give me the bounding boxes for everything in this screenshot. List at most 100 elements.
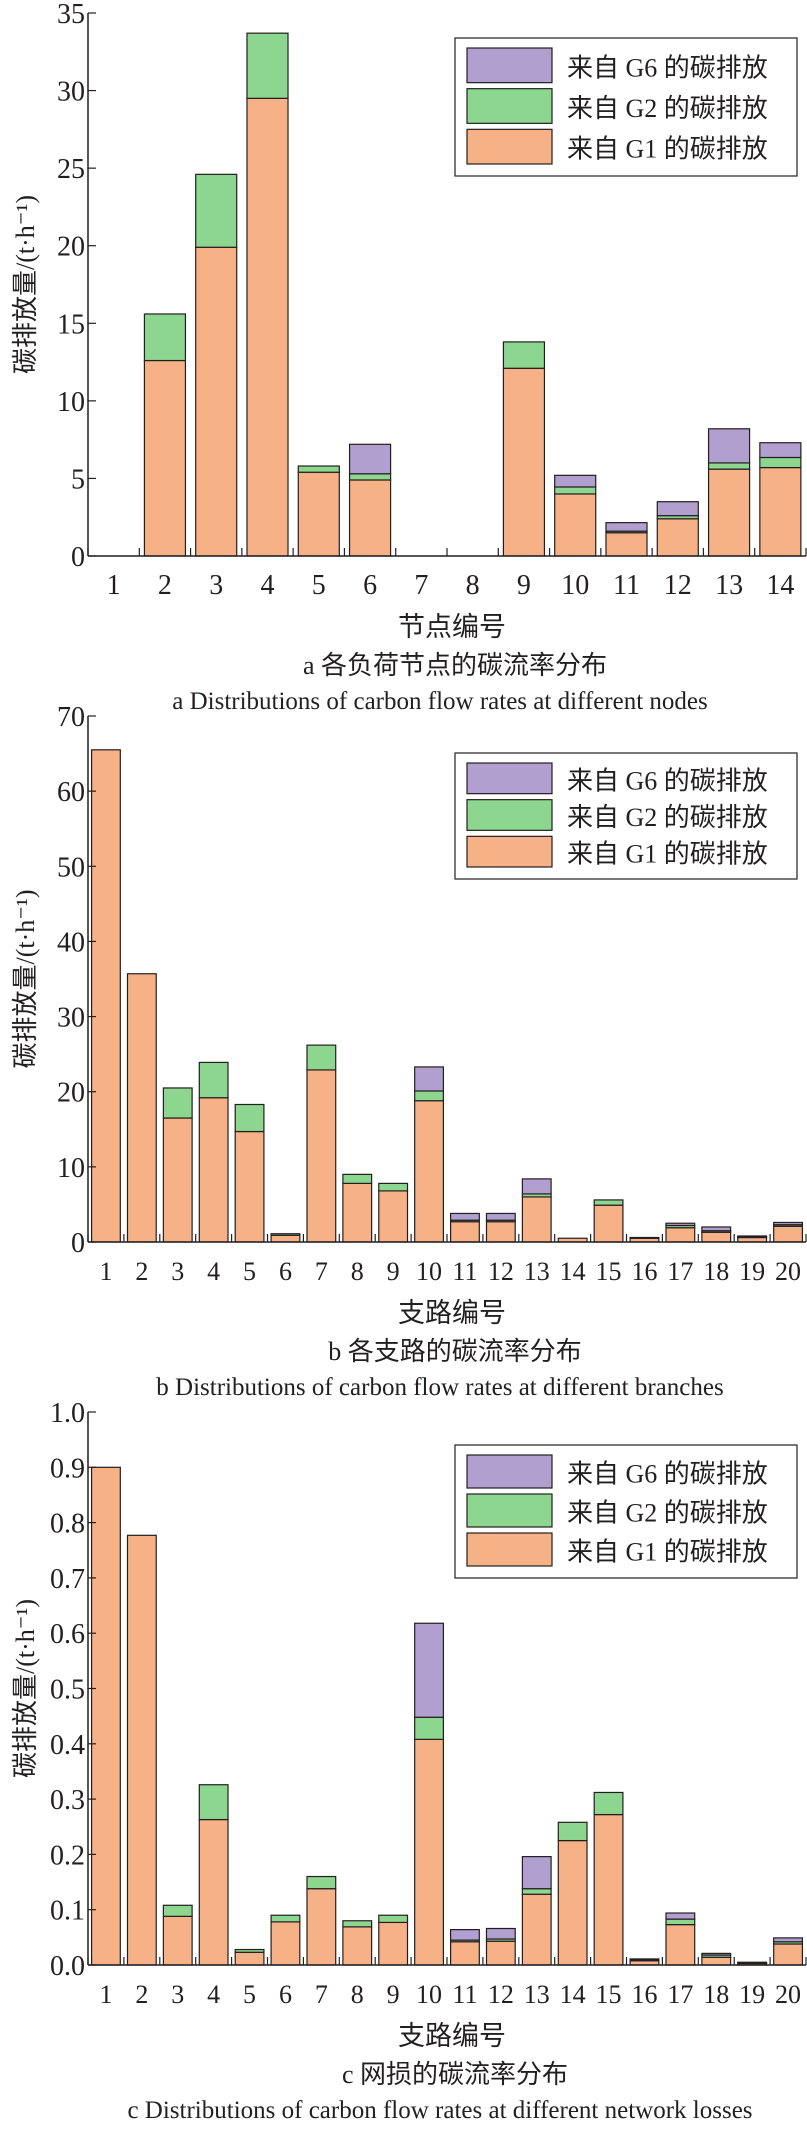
bar-b-15-g1 [593,1204,624,1243]
y-tick-label: 0 [71,542,85,573]
bar-c-17-g6 [665,1912,696,1920]
bar-b-4-g1 [198,1097,229,1243]
legend-label-g2: 来自 G2 的碳排放 [567,94,768,123]
bar-b-17-g1 [665,1227,696,1243]
x-tick-label: 9 [387,1980,400,2009]
x-tick-label: 13 [715,570,743,601]
x-tick-label: 13 [524,1257,550,1286]
bar-b-18-g6 [701,1226,732,1232]
bar-c-13-g2 [521,1888,552,1895]
bar-c-20-g6 [773,1937,804,1943]
bar-b-20-g6 [773,1221,804,1226]
y-tick-label: 10 [57,387,85,418]
x-tick-label: 18 [703,1257,729,1286]
bar-c-7-g2 [306,1875,337,1890]
legend-swatch-g2 [466,1493,553,1528]
y-tick-label: 35 [57,0,85,30]
y-axis-label: 碳排放量/(t·h⁻¹) [11,1599,40,1778]
x-tick-label: 6 [279,1257,292,1286]
bar-b-12-g6 [485,1212,516,1221]
bar-c-2-g1 [126,1534,157,1966]
legend-label-g1: 来自 G1 的碳排放 [567,135,768,164]
bar-c-3-g2 [162,1904,193,1917]
bar-b-8-g2 [342,1173,373,1184]
bar-a-9-g2 [502,341,546,369]
bar-b-6-g1 [270,1234,301,1243]
x-tick-label: 2 [135,1980,148,2009]
x-tick-label: 16 [631,1980,657,2009]
legend-swatch-g6 [466,47,553,84]
x-tick-label: 15 [596,1980,622,2009]
bar-b-10-g2 [414,1090,445,1102]
bar-c-9-g2 [378,1914,409,1924]
y-tick-label: 0.0 [50,1951,85,1982]
legend-swatch-g2 [466,799,553,831]
caption-en: c Distributions of carbon flow rates at … [127,2097,752,2124]
bar-c-6-g1 [270,1921,301,1966]
x-tick-label: 8 [351,1257,364,1286]
y-axis-label: 碳排放量/(t·h⁻¹) [11,195,40,374]
bar-c-15-g2 [593,1791,624,1816]
x-tick-label: 10 [561,570,589,601]
bar-b-19-g6 [737,1235,768,1238]
x-tick-label: 11 [452,1257,477,1286]
legend-swatch-g1 [466,128,553,165]
bar-b-6-g2 [270,1233,301,1236]
bar-b-7-g2 [306,1044,337,1071]
bar-b-11-g1 [449,1221,480,1243]
bar-c-8-g2 [342,1920,373,1928]
y-axis-label: 碳排放量/(t·h⁻¹) [11,890,40,1069]
bar-c-11-g6 [449,1929,480,1941]
bar-b-9-g1 [378,1190,409,1243]
x-tick-label: 15 [596,1257,622,1286]
x-tick-label: 12 [664,570,692,601]
x-tick-label: 3 [171,1257,184,1286]
bar-a-12-g1 [656,518,699,557]
bar-b-3-g1 [162,1117,193,1243]
x-tick-label: 1 [99,1257,112,1286]
x-tick-label: 4 [207,1980,220,2009]
bar-b-10-g1 [414,1100,445,1243]
x-tick-label: 3 [209,570,223,601]
bar-b-9-g2 [378,1182,409,1192]
y-tick-label: 5 [71,464,85,495]
caption-en: a Distributions of carbon flow rates at … [172,688,708,715]
bar-b-12-g1 [485,1221,516,1243]
bar-a-14-g1 [759,466,802,557]
bar-c-5-g2 [234,1948,265,1953]
bar-c-12-g6 [485,1927,516,1940]
caption-en: b Distributions of carbon flow rates at … [156,1374,723,1401]
y-tick-label: 10 [57,1153,85,1184]
bar-c-4-g2 [198,1784,229,1821]
bar-a-14-g2 [759,456,802,469]
y-tick-label: 0.9 [50,1453,85,1484]
caption-cn: b 各支路的碳流率分布 [328,1337,582,1366]
bar-c-10-g1 [414,1738,445,1966]
y-tick-label: 0.3 [50,1785,85,1816]
y-tick-label: 50 [57,852,85,883]
x-tick-label: 2 [135,1257,148,1286]
x-axis-label: 支路编号 [398,1298,506,1328]
bar-c-9-g1 [378,1921,409,1966]
bar-c-13-g6 [521,1856,552,1890]
bar-c-1-g1 [90,1466,121,1966]
y-tick-label: 0.5 [50,1675,85,1706]
bar-c-6-g2 [270,1914,301,1923]
y-tick-label: 30 [57,77,85,108]
bar-a-2-g1 [143,359,187,557]
bar-c-20-g1 [773,1943,804,1966]
x-tick-label: 16 [631,1257,657,1286]
bar-a-2-g2 [143,313,187,362]
x-tick-label: 11 [452,1980,477,2009]
bar-c-16-g6 [629,1958,660,1961]
y-tick-label: 20 [57,232,85,263]
bar-c-4-g1 [198,1818,229,1966]
bar-a-13-g6 [707,428,751,464]
legend-label-g2: 来自 G2 的碳排放 [567,803,768,832]
x-tick-label: 18 [703,1980,729,2009]
chart-c: 0.00.10.20.30.40.50.60.70.80.91.01 2 3 4 5 6 7… [11,1398,807,2124]
